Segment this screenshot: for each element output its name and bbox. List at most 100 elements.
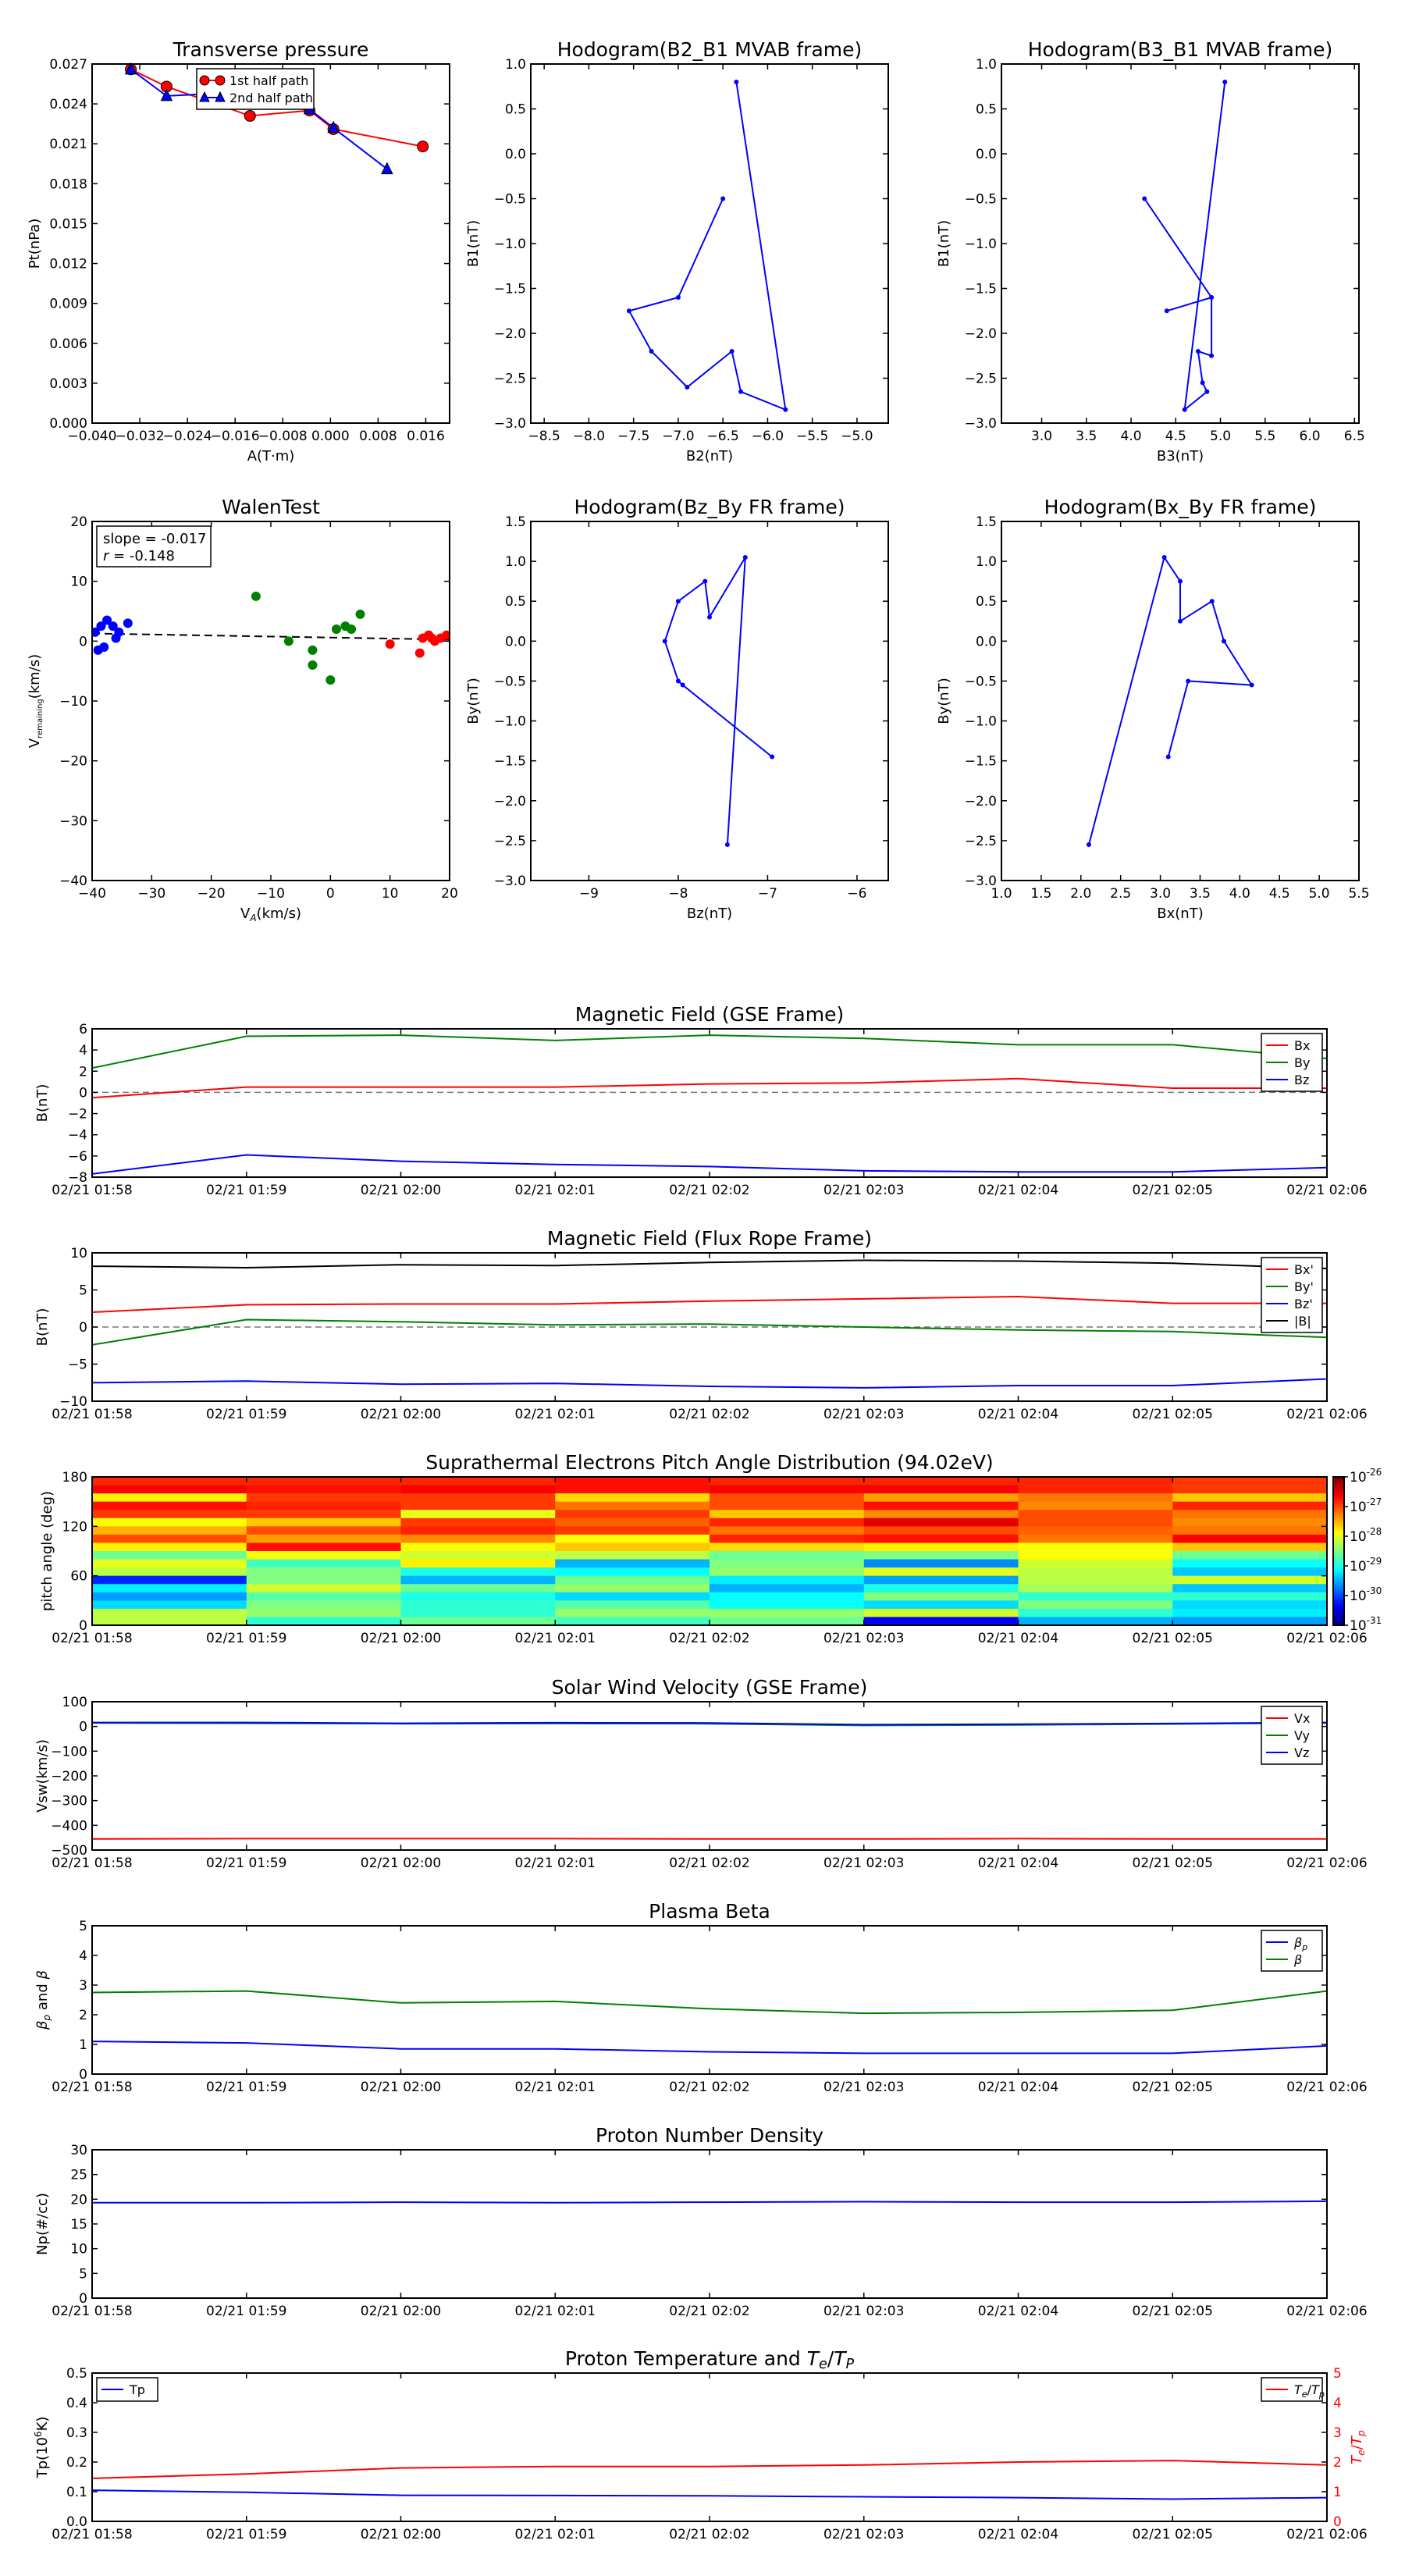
proton-temperature-ylabel-tail: K) bbox=[34, 2417, 51, 2432]
colorbar-segment bbox=[1333, 1583, 1344, 1586]
solar-wind-velocity-legend-label: Vx bbox=[1294, 1711, 1310, 1726]
proton-temperature-xtick-label: 02/21 01:58 bbox=[52, 2527, 132, 2542]
heatmap-cell bbox=[1172, 1501, 1327, 1510]
heatmap-cell bbox=[710, 1493, 865, 1503]
hodogram-b2-b1-series-0-point bbox=[783, 407, 788, 412]
heatmap-cell bbox=[863, 1526, 1019, 1535]
solar-wind-velocity-ytick-label: −200 bbox=[51, 1769, 87, 1784]
heatmap-cell bbox=[1018, 1501, 1173, 1510]
heatmap-cell bbox=[1018, 1592, 1173, 1601]
colorbar-segment bbox=[1333, 1546, 1344, 1550]
colorbar-segment bbox=[1333, 1620, 1344, 1624]
pitch-angle-xtick-label: 02/21 02:06 bbox=[1286, 1631, 1367, 1646]
walen-test-annotation-slope: slope = -0.017 bbox=[103, 531, 206, 547]
heatmap-cell bbox=[1018, 1567, 1173, 1577]
colorbar-tick-exponent: -30 bbox=[1367, 1585, 1382, 1596]
heatmap-cell bbox=[1172, 1551, 1327, 1560]
colorbar-segment bbox=[1333, 1553, 1344, 1557]
plasma-beta-ytick-label: 5 bbox=[79, 1919, 87, 1934]
hodogram-bx-by-xtick-label: 3.0 bbox=[1150, 886, 1171, 902]
heatmap-cell bbox=[246, 1542, 402, 1552]
heatmap-cell bbox=[710, 1600, 865, 1610]
colorbar-segment bbox=[1333, 1615, 1344, 1619]
heatmap-cell bbox=[1018, 1485, 1173, 1494]
heatmap-cell bbox=[863, 1567, 1019, 1577]
chart-magnetic-field-fr: Magnetic Field (Flux Rope Frame) −10 −5 0 5 1… bbox=[34, 1227, 1368, 1422]
colorbar-segment bbox=[1333, 1524, 1344, 1527]
heatmap-cell bbox=[400, 1608, 556, 1618]
magnetic-field-gse-xtick-label: 02/21 02:04 bbox=[978, 1183, 1058, 1198]
heatmap-cell bbox=[555, 1584, 710, 1593]
colorbar-tick-exponent: -26 bbox=[1367, 1467, 1382, 1478]
heatmap-cell bbox=[400, 1542, 556, 1552]
heatmap-cell bbox=[246, 1559, 402, 1568]
heatmap-cell bbox=[400, 1551, 556, 1560]
plasma-beta-xtick-label: 02/21 02:02 bbox=[669, 2080, 749, 2095]
hodogram-bx-by-ytick-label: −1.5 bbox=[965, 754, 997, 770]
pitch-angle-xtick-label: 02/21 02:00 bbox=[361, 1631, 441, 1646]
hodogram-bz-by-ytick-label: −1.0 bbox=[494, 714, 526, 730]
plasma-beta-xtick-label: 02/21 02:04 bbox=[978, 2080, 1058, 2095]
proton-temperature-ytick-label: 0.3 bbox=[66, 2425, 87, 2441]
transverse-pressure-legend-marker bbox=[199, 91, 210, 102]
colorbar-segment bbox=[1333, 1516, 1344, 1520]
hodogram-b3-b1-series-0-point bbox=[1209, 353, 1215, 358]
walen-test-series-2-point bbox=[385, 639, 395, 649]
heatmap-cell bbox=[92, 1493, 247, 1503]
transverse-pressure-ytick-label: 0.012 bbox=[49, 257, 87, 272]
colorbar-segment bbox=[1333, 1536, 1344, 1539]
pitch-angle-ytick-label: 180 bbox=[62, 1470, 87, 1485]
colorbar-segment bbox=[1333, 1575, 1344, 1579]
heatmap-cell bbox=[400, 1493, 556, 1503]
chart-pitch-angle: Suprathermal Electrons Pitch Angle Distr… bbox=[39, 1451, 1382, 1646]
walen-test-series-1-point bbox=[347, 624, 357, 634]
heatmap-cell bbox=[246, 1600, 402, 1610]
solar-wind-velocity-ylabel: Vsw(km/s) bbox=[34, 1739, 51, 1813]
chart-magnetic-field-gse: Magnetic Field (GSE Frame) −8 −6 −4 −2 0 2 4 6 02… bbox=[34, 1003, 1368, 1198]
plasma-beta-series-1-line bbox=[92, 1990, 1327, 2015]
heatmap-cell bbox=[1018, 1608, 1173, 1618]
chart-hodogram-bx-by: Hodogram(Bx_By FR frame) −3.0 −2.5 −2.0 −1.5… bbox=[936, 496, 1370, 922]
transverse-pressure-ytick-label: 0.000 bbox=[49, 416, 87, 432]
chart-plasma-beta: Plasma Beta 0 1 2 3 4 5 02/21 01:58 02/21 01:59 0… bbox=[34, 1900, 1368, 2095]
hodogram-b2-b1-ytick-label: −1.5 bbox=[494, 282, 526, 297]
hodogram-bx-by-ytick-label: 0.5 bbox=[976, 594, 997, 610]
colorbar-segment bbox=[1333, 1558, 1344, 1562]
colorbar-frame bbox=[1332, 1476, 1345, 1626]
plasma-beta-xtick-label: 02/21 02:05 bbox=[1133, 2080, 1213, 2095]
pitch-angle-xtick-label: 02/21 02:04 bbox=[978, 1631, 1058, 1646]
magnetic-field-gse-ytick-label: 6 bbox=[79, 1022, 87, 1037]
colorbar-segment bbox=[1333, 1521, 1344, 1525]
hodogram-b3-b1-series-0-point bbox=[1164, 308, 1169, 314]
walen-test-xlabel-sub: A bbox=[249, 913, 256, 923]
heatmap-cell bbox=[1018, 1493, 1173, 1503]
hodogram-b2-b1-ytick-label: 0.5 bbox=[505, 102, 526, 118]
solar-wind-velocity-xtick-label: 02/21 01:59 bbox=[206, 1856, 286, 1871]
hodogram-bz-by-ytick-label: −0.5 bbox=[494, 674, 526, 689]
magnetic-field-fr-xtick-label: 02/21 02:03 bbox=[823, 1407, 904, 1422]
hodogram-bz-by-ylabel: By(nT) bbox=[465, 678, 482, 724]
heatmap-cell bbox=[863, 1592, 1019, 1601]
proton-density-ytick-label: 15 bbox=[70, 2217, 87, 2233]
proton-temperature-plot-area bbox=[92, 2460, 1327, 2500]
hodogram-b3-b1-ytick-label: −2.5 bbox=[965, 372, 997, 387]
heatmap-cell bbox=[863, 1575, 1019, 1585]
heatmap-cell bbox=[863, 1584, 1019, 1593]
transverse-pressure-legend-marker bbox=[215, 75, 226, 86]
heatmap-cell bbox=[1018, 1551, 1173, 1560]
hodogram-bx-by-series-0-point bbox=[1178, 578, 1183, 584]
magnetic-field-fr-legend-label: By' bbox=[1294, 1279, 1314, 1294]
proton-temperature-xtick-label: 02/21 01:59 bbox=[206, 2527, 286, 2542]
magnetic-field-fr-xtick-label: 02/21 02:04 bbox=[978, 1407, 1058, 1422]
hodogram-bz-by-ytick-label: 1.5 bbox=[505, 514, 526, 530]
transverse-pressure-legend-marker bbox=[199, 75, 210, 86]
proton-temperature-xtick-label: 02/21 02:04 bbox=[978, 2527, 1058, 2542]
magnetic-field-gse-ytick-label: −6 bbox=[68, 1149, 87, 1165]
proton-temperature-xtick-label: 02/21 02:06 bbox=[1286, 2527, 1367, 2542]
proton-density-xtick-label: 02/21 01:59 bbox=[206, 2304, 286, 2319]
hodogram-b2-b1-series-0-point bbox=[729, 349, 735, 354]
heatmap-cell bbox=[400, 1477, 556, 1486]
walen-test-ytick-label: −10 bbox=[59, 694, 87, 710]
proton-temperature-title-math-sub: e bbox=[819, 2357, 827, 2372]
